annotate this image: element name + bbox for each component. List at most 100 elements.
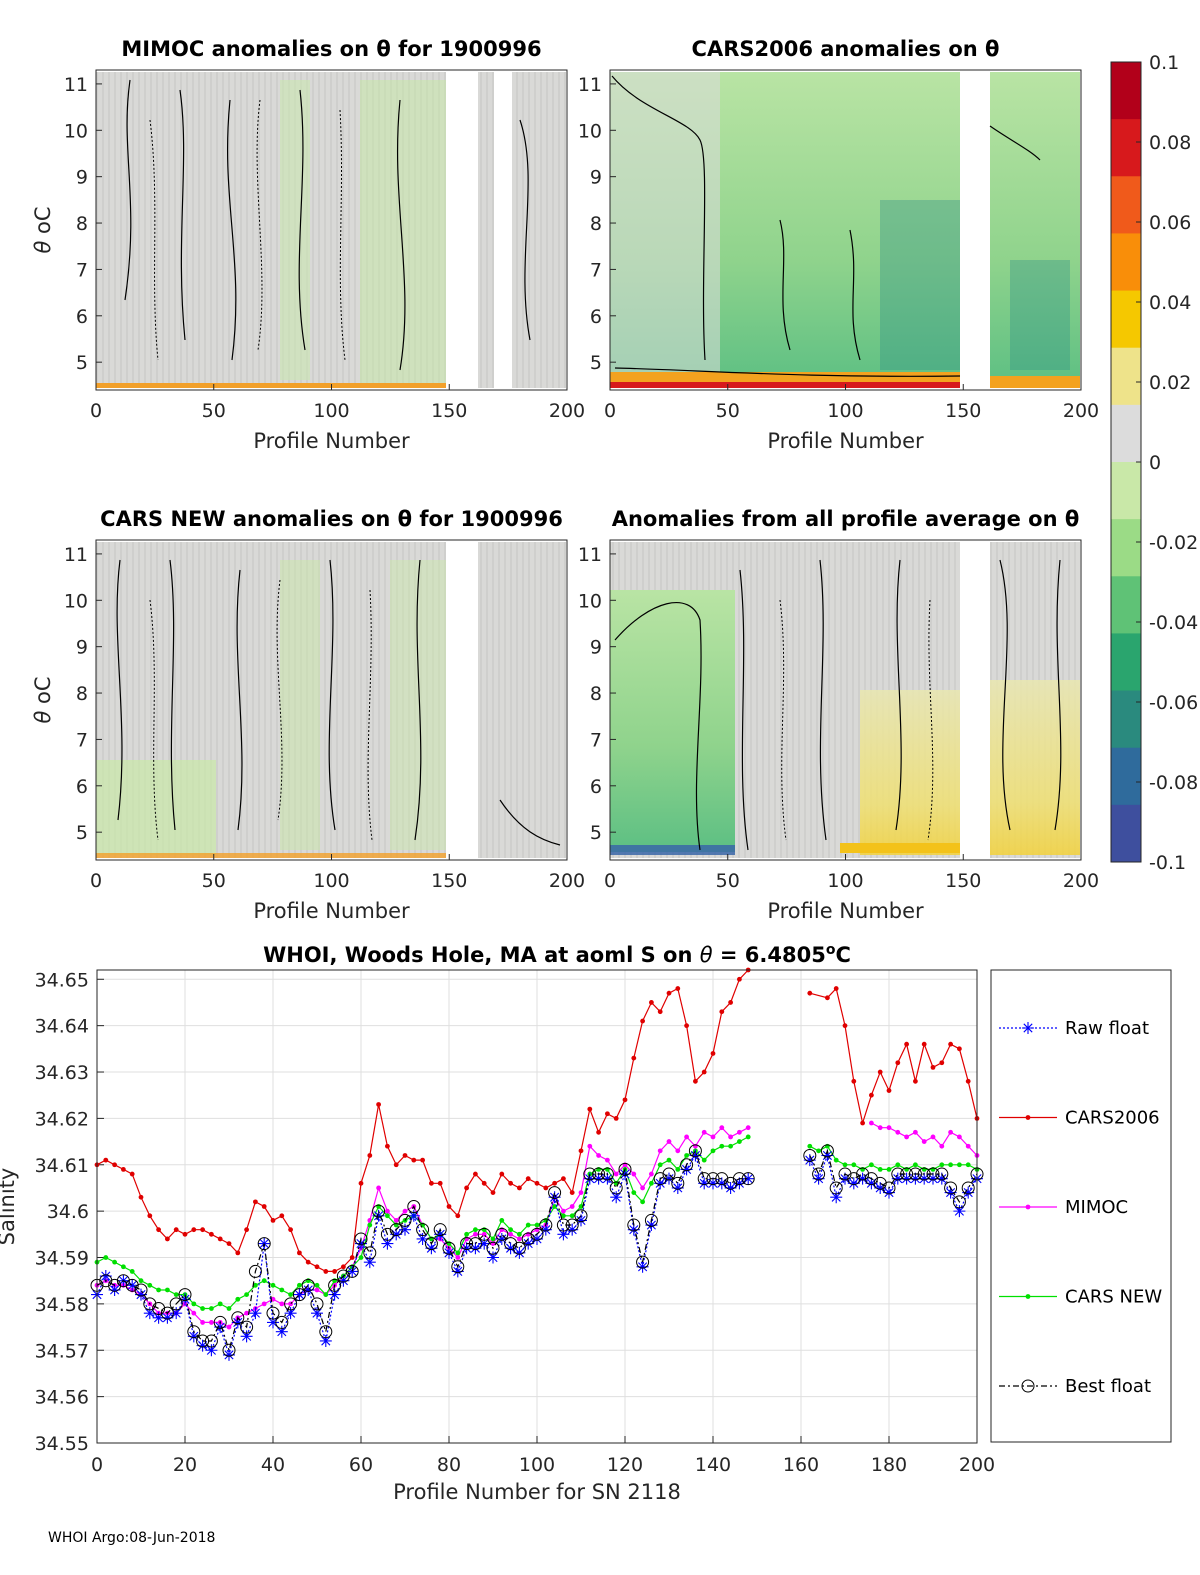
series-point — [455, 1250, 461, 1256]
series-point — [302, 1283, 315, 1296]
series-point — [182, 1231, 188, 1237]
series-point — [886, 1088, 892, 1093]
anomaly-panel-title: Anomalies from all profile average on θ — [612, 507, 1080, 531]
series-point — [346, 1265, 359, 1278]
theta-tick-label: 6 — [76, 776, 88, 798]
series-point — [389, 1223, 403, 1237]
series-point — [953, 1205, 966, 1218]
profile-tick-label: 150 — [945, 870, 981, 892]
y-tick-label: 34.59 — [35, 1248, 89, 1270]
series-point — [816, 1148, 821, 1154]
series-point — [710, 1051, 716, 1056]
series-point — [226, 1241, 232, 1246]
series-point — [605, 1111, 610, 1117]
series-point — [267, 1316, 279, 1329]
x-tick-label: 80 — [437, 1454, 461, 1476]
series-point — [103, 1157, 109, 1163]
series-point — [939, 1162, 945, 1168]
series-point — [345, 1264, 359, 1278]
series-point — [697, 1172, 711, 1186]
theta-tick-label: 8 — [76, 213, 88, 235]
series-point — [363, 1246, 377, 1260]
series-point — [569, 1190, 575, 1195]
series-point — [657, 1009, 663, 1015]
series-point — [534, 1222, 540, 1228]
series-point — [833, 986, 839, 991]
series-point — [627, 1223, 640, 1236]
series-point — [742, 1172, 755, 1185]
anomaly-panel-all-profile-average — [609, 539, 1082, 861]
series-point — [737, 1139, 742, 1144]
series-point — [618, 1162, 632, 1176]
theta-tick-label: 7 — [590, 729, 602, 751]
series-point — [706, 1172, 720, 1186]
y-tick-label: 34.55 — [35, 1433, 89, 1455]
x-tick-label: 160 — [783, 1454, 819, 1476]
x-tick-label: 0 — [91, 1454, 103, 1476]
series-point — [138, 1278, 144, 1284]
series-point — [921, 1139, 927, 1144]
series-point — [807, 1143, 813, 1149]
series-point — [521, 1232, 535, 1246]
series-point — [261, 1278, 267, 1284]
series-point — [416, 1223, 430, 1237]
series-point — [179, 1293, 191, 1306]
series-point — [1025, 1115, 1031, 1120]
series-point — [108, 1278, 122, 1292]
footer-text: WHOI Argo:08-Jun-2018 — [48, 1530, 215, 1546]
series-point — [429, 1180, 434, 1186]
series-point — [965, 1162, 971, 1168]
series-point — [187, 1330, 200, 1343]
series-point — [261, 1204, 267, 1209]
theta-tick-label: 6 — [76, 306, 88, 328]
series-point — [209, 1320, 214, 1325]
series-point — [574, 1209, 588, 1223]
y-tick-label: 34.64 — [35, 1016, 89, 1038]
series-point — [336, 1269, 350, 1283]
series-point — [609, 1181, 623, 1195]
series-point — [217, 1301, 223, 1307]
series-point — [666, 1139, 672, 1144]
colorbar-segment — [1111, 119, 1141, 177]
series-point — [301, 1278, 315, 1292]
series-point — [165, 1287, 170, 1293]
series-point — [103, 1255, 109, 1260]
profile-tick-label: 150 — [431, 870, 467, 892]
series-point — [288, 1301, 293, 1307]
series-point — [631, 1055, 637, 1061]
series-point — [349, 1255, 355, 1260]
series-point — [820, 1144, 834, 1158]
series-point — [134, 1283, 148, 1297]
series-point — [138, 1194, 144, 1200]
anomaly-panel-title: MIMOC anomalies on θ for 1900996 — [121, 37, 541, 61]
series-point — [962, 1186, 975, 1199]
series-point — [460, 1242, 473, 1255]
series-point — [284, 1297, 298, 1311]
profile-tick-label: 150 — [945, 400, 981, 422]
series-point — [446, 1204, 452, 1209]
series-point — [512, 1241, 526, 1255]
profile-tick-label: 50 — [202, 870, 226, 892]
series-point — [244, 1292, 250, 1298]
series-point — [913, 1129, 918, 1135]
series-point — [644, 1213, 658, 1227]
series-point — [715, 1177, 728, 1190]
series-point — [380, 1227, 394, 1241]
theta-tick-label: 8 — [590, 683, 602, 705]
series-point — [204, 1334, 218, 1348]
series-point — [688, 1144, 702, 1158]
series-point — [895, 1162, 901, 1168]
series-point — [719, 1009, 725, 1015]
series-point — [530, 1227, 544, 1241]
series-point — [965, 1078, 971, 1084]
series-point — [583, 1172, 596, 1185]
series-point — [473, 1231, 478, 1237]
series-point — [864, 1172, 878, 1186]
series-point — [99, 1274, 113, 1288]
series-point — [865, 1177, 878, 1190]
series-point — [253, 1282, 258, 1288]
series-point — [728, 1134, 733, 1140]
series-point — [913, 1162, 918, 1168]
anomaly-text-layer: MIMOC anomalies on θ for 1900996 5 6 7 8 9 10 1… — [31, 37, 1099, 923]
profile-tick-label: 50 — [716, 870, 740, 892]
